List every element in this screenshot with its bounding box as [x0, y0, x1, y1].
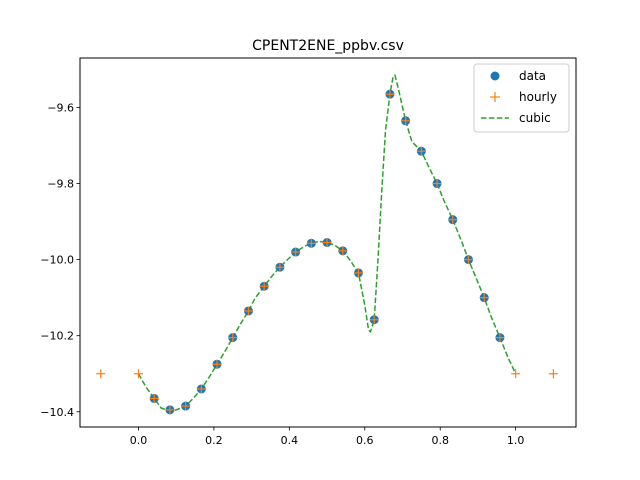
- hourly-point: [149, 393, 159, 403]
- hourly-point: [401, 116, 411, 126]
- x-tick-label: 0.2: [205, 434, 223, 447]
- hourly-point: [212, 359, 222, 369]
- hourly-point: [322, 238, 332, 247]
- y-tick-label: −10.0: [40, 254, 74, 267]
- hourly-point: [306, 238, 316, 248]
- hourly-point: [196, 384, 206, 394]
- y-tick-label: −10.2: [40, 330, 74, 343]
- x-tick-label: 0.4: [281, 434, 299, 447]
- hourly-point: [338, 246, 348, 256]
- y-tick-label: −10.4: [40, 406, 74, 419]
- legend-box: [473, 63, 570, 133]
- plot-layer: [96, 74, 558, 415]
- hourly-point: [353, 268, 363, 278]
- x-tick-label: 0.8: [431, 434, 449, 447]
- legend: data hourly cubic: [473, 63, 570, 133]
- hourly-point: [369, 315, 379, 325]
- chart-title: CPENT2ENE_ppbv.csv: [252, 38, 404, 54]
- hourly-point: [243, 306, 253, 316]
- x-tick-label: 0.6: [356, 434, 374, 447]
- hourly-point: [275, 262, 285, 272]
- hourly-point: [259, 281, 269, 291]
- y-tick-label: −9.6: [47, 101, 74, 114]
- hourly-point: [291, 247, 301, 257]
- hourly-point: [495, 333, 505, 343]
- hourly-point: [165, 405, 175, 415]
- axes-frame: [79, 57, 577, 428]
- hourly-point: [464, 255, 474, 265]
- legend-label-hourly: hourly: [519, 90, 557, 104]
- y-tick-label: −9.8: [47, 178, 74, 191]
- x-axis: 0.0 0.2 0.4 0.6 0.8 1.0: [130, 427, 525, 447]
- hourly-point: [448, 215, 458, 225]
- hourly-point: [416, 146, 426, 156]
- hourly-point: [432, 179, 442, 189]
- series-line-cubic: [137, 74, 517, 412]
- hourly-point: [181, 401, 191, 411]
- hourly-point: [385, 89, 395, 99]
- hourly-point: [133, 369, 143, 379]
- hourly-point: [548, 369, 558, 379]
- hourly-point: [511, 369, 521, 379]
- x-tick-label: 1.0: [507, 434, 525, 447]
- hourly-point: [228, 333, 238, 343]
- legend-label-data: data: [519, 69, 546, 83]
- x-tick-label: 0.0: [130, 434, 148, 447]
- hourly-point: [479, 293, 489, 303]
- legend-data-marker: [490, 71, 500, 81]
- y-axis: −10.4 −10.2 −10.0 −9.8 −9.6: [40, 101, 80, 419]
- hourly-point: [96, 369, 106, 379]
- legend-hourly-marker: [490, 92, 500, 102]
- legend-label-cubic: cubic: [519, 111, 551, 125]
